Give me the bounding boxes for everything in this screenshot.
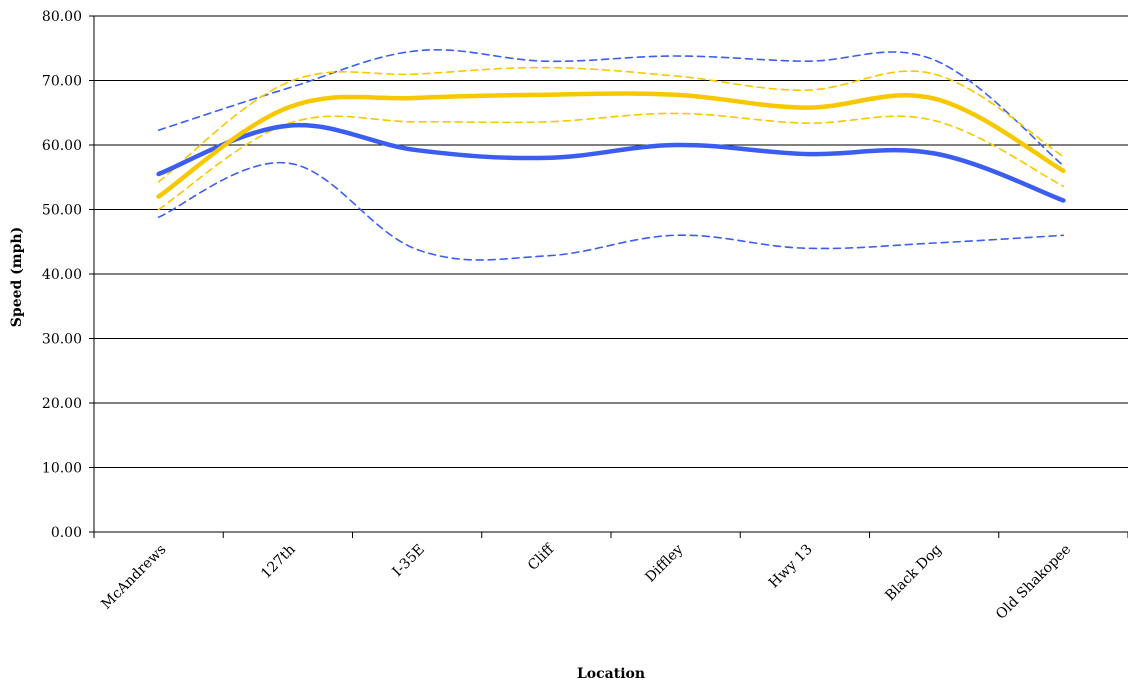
x-tick-labels: McAndrews 127th I-35E Cliff Diffley Hwy 13 Bla… — [98, 541, 1074, 623]
x-tick-label: Cliff — [525, 541, 558, 574]
y-axis-title: Speed (mph) — [9, 227, 25, 327]
x-tick-label: I-35E — [390, 542, 428, 580]
series-line-blue-upper — [157, 49, 1065, 167]
series-line-yellow-lower — [157, 112, 1065, 211]
x-axis-title: Location — [577, 666, 645, 682]
series-line-yellow-mean — [156, 91, 1066, 199]
y-tick-label: 40.00 — [42, 267, 82, 283]
y-tick-label: 0.00 — [51, 525, 82, 541]
x-tick-label: Old Shakopee — [993, 542, 1074, 623]
y-tick-label: 70.00 — [42, 74, 82, 90]
x-tick-label: McAndrews — [98, 542, 169, 613]
x-tick-label: Diffley — [642, 541, 686, 585]
axes — [89, 15, 1128, 538]
series-line-blue-lower — [157, 161, 1065, 261]
y-tick-label: 80.00 — [42, 9, 82, 25]
series-lines — [156, 49, 1066, 261]
y-tick-label: 60.00 — [42, 138, 82, 154]
gridlines — [94, 15, 1128, 468]
series-line-blue-mean — [156, 122, 1066, 203]
y-tick-label: 10.00 — [42, 461, 82, 477]
y-tick-label: 20.00 — [42, 396, 82, 412]
y-tick-label: 30.00 — [42, 332, 82, 348]
x-tick-label: Black Dog — [882, 541, 945, 604]
y-tick-labels: 0.00 10.00 20.00 30.00 40.00 50.00 60.00 70.00 8… — [42, 9, 82, 541]
series-line-yellow-upper — [157, 66, 1065, 183]
x-tick-label: Hwy 13 — [766, 542, 816, 592]
x-tick-label: 127th — [258, 542, 299, 583]
y-tick-label: 50.00 — [42, 203, 82, 219]
